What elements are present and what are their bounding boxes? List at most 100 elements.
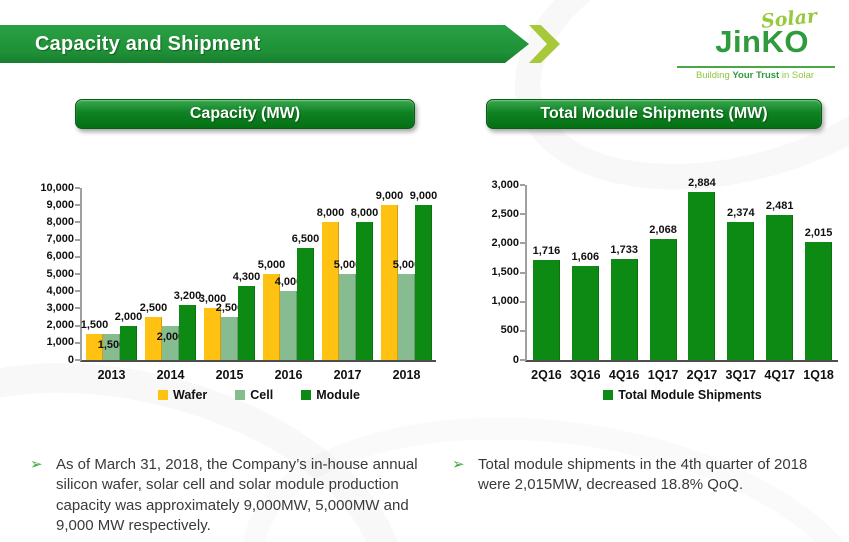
chart-legend: Wafer Cell Module [72,388,446,402]
legend-label: Total Module Shipments [618,388,762,402]
data-label: 2,500 [215,302,244,314]
bullet-arrow-icon: ➢ [452,456,465,473]
bar-wafer-2014 [145,317,162,360]
bar-total-module-shipments-4Q16 [610,258,638,360]
y-axis-tick [520,300,525,303]
bar-wafer-2017 [322,222,339,360]
y-axis-tick [75,221,80,224]
bar-cell-2013 [103,334,120,360]
header-banner: Capacity and Shipment [0,25,529,63]
jinko-logo: Solar JinKO Building Your Trust in Solar [675,5,835,86]
logo-divider [677,66,835,68]
logo-tagline: Building Your Trust in Solar [695,70,815,81]
y-axis-tick-label: 1,500 [491,266,519,278]
data-label: 8,000 [316,207,345,220]
bar-module-2013 [120,325,137,360]
chevron-arrow-icon [529,25,560,63]
bullet-shipments-note: ➢ Total module shipments in the 4th quar… [452,455,830,496]
bar-cell-2016 [280,291,297,360]
y-axis-tick [75,204,80,207]
legend-item-total-module-shipments: Total Module Shipments [603,388,762,402]
y-axis-tick-label: 9,000 [46,198,74,211]
legend-label: Cell [250,388,274,402]
data-label: 2,000 [156,330,185,343]
data-label: 3,200 [173,289,202,302]
y-axis-tick [520,242,525,245]
bullet-text: As of March 31, 2018, the Company’s in-h… [56,456,418,535]
legend-label: Module [316,388,360,402]
bar-total-module-shipments-3Q16 [571,266,599,360]
x-axis-category-label: 2016 [274,368,303,382]
x-axis-category-label: 3Q16 [570,368,601,382]
y-axis-tick-label: 3,000 [491,178,519,191]
x-axis-category-label: 2Q16 [531,368,562,382]
y-axis-tick [75,273,80,275]
data-label: 2,884 [688,176,716,189]
bar-wafer-2018 [381,205,398,360]
bar-wafer-2016 [263,274,280,360]
bar-wafer-2013 [86,334,103,360]
bar-cell-2018 [398,274,415,360]
data-label: 1,733 [610,243,638,256]
x-axis-category-label: 2Q17 [686,368,718,382]
bar-cell-2017 [339,274,356,360]
bar-cell-2015 [221,317,238,360]
x-axis-category-label: 1Q17 [647,368,679,382]
y-axis-tick-label: 0 [67,353,74,366]
y-axis-tick-label: 6,000 [46,250,74,263]
data-label: 5,000 [257,259,286,271]
y-axis-tick [75,290,80,293]
bar-total-module-shipments-3Q17 [727,221,755,360]
data-label: 5,000 [392,259,421,271]
y-axis-tick-label: 1,000 [46,336,74,349]
data-label: 2,374 [727,206,755,219]
bar-total-module-shipments-1Q18 [805,242,833,360]
legend-swatch-icon [235,390,246,400]
legend-swatch-icon [158,390,169,400]
legend-label: Wafer [173,388,208,402]
y-axis-tick [75,187,80,189]
y-axis-tick-label: 5,000 [46,267,74,280]
data-label: 6,500 [291,233,320,246]
y-axis-tick [75,238,80,241]
y-axis-tick [75,255,80,258]
legend-swatch-icon [301,390,312,400]
x-axis-category-label: 2013 [97,368,126,382]
capacity-chart: 0 1,000 2,000 3,000 4,000 5,000 6,000 7,000 8,00… [40,182,437,403]
x-axis-category-label: 2018 [392,368,421,382]
bullet-capacity-note: ➢ As of March 31, 2018, the Company’s in… [30,455,430,537]
bar-module-2016 [297,248,314,360]
y-axis-tick [75,307,80,310]
x-axis-category-label: 2014 [156,368,185,382]
x-axis-category-label: 4Q17 [764,368,795,382]
y-axis-tick [520,329,525,332]
y-axis-tick-label: 8,000 [46,215,74,228]
data-label: 1,606 [571,251,600,264]
legend-item-cell: Cell [235,388,273,402]
data-label: 2,015 [804,227,833,240]
x-axis-category-label: 2017 [333,368,362,382]
capacity-chart-title: Capacity (MW) [75,99,415,129]
y-axis-tick [75,324,80,327]
y-axis-tick-label: 4,000 [46,284,74,297]
y-axis-tick-label: 500 [500,324,519,337]
x-axis-category-label: 4Q16 [608,368,640,382]
y-axis-tick [75,341,80,344]
bar-total-module-shipments-1Q17 [649,239,677,360]
bar-cell-2014 [162,325,179,360]
shipments-chart: 0 500 1,000 1,500 2,000 2,500 3,000 1,716 1,606 1… [491,177,838,402]
y-axis-tick-label: 3,000 [46,301,74,314]
data-label: 5,000 [333,259,362,271]
data-label: 4,300 [232,271,261,284]
bullet-text: Total module shipments in the 4th quarte… [478,456,808,494]
bar-module-2015 [238,286,255,360]
page-title: Capacity and Shipment [35,33,261,55]
bar-wafer-2015 [204,308,221,360]
y-axis-tick-label: 7,000 [46,233,74,246]
y-axis-tick-label: 10,000 [40,181,74,194]
x-axis-category-label: 2015 [215,368,244,382]
x-axis-category-label: 3Q17 [725,368,757,382]
bar-total-module-shipments-2Q16 [532,259,560,360]
data-label: 1,500 [97,339,126,352]
logo-brand-text: JinKO [715,24,809,59]
